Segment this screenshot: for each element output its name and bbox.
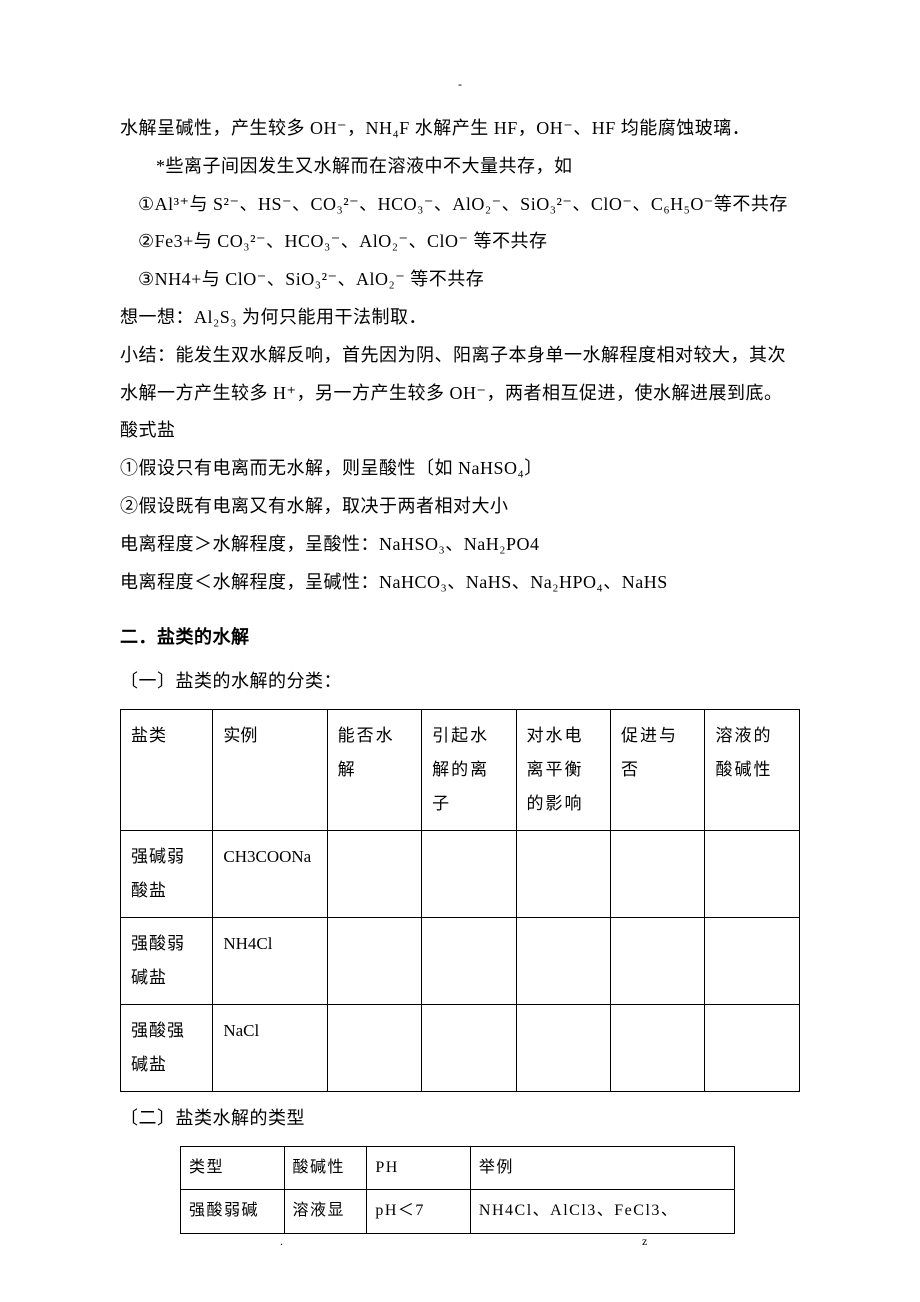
table-row: 强酸强碱盐 NaCl	[121, 1004, 800, 1091]
table-cell: NaCl	[213, 1004, 327, 1091]
table-cell	[705, 1004, 800, 1091]
table-row: 强碱弱酸盐 CH3COONa	[121, 830, 800, 917]
top-dash-mark: -	[458, 72, 462, 97]
table-header: 对水电离平衡的影响	[516, 709, 610, 830]
table-cell	[611, 830, 705, 917]
table-cell	[516, 1004, 610, 1091]
table-cell: 强酸弱碱盐	[121, 917, 213, 1004]
paragraph-5: ③NH4+与 ClO⁻、SiO₃²⁻、AlO₂⁻ 等不共存	[120, 261, 800, 299]
table-header: 促进与否	[611, 709, 705, 830]
table-cell	[422, 830, 516, 917]
section-2-sub-1: 〔一〕盐类的水解的分类：	[120, 663, 800, 701]
table-header: 类型	[181, 1146, 285, 1189]
paragraph-12: 电离程度＜水解程度，呈碱性：NaHCO₃、NaHS、Na₂HPO₄、NaHS	[120, 564, 800, 602]
table-cell: NH4Cl	[213, 917, 327, 1004]
paragraph-8: 酸式盐	[120, 412, 800, 450]
table-cell: 强酸弱碱	[181, 1190, 285, 1233]
table-cell	[705, 917, 800, 1004]
section-2-sub-2: 〔二〕盐类水解的类型	[120, 1100, 800, 1138]
table-cell	[611, 917, 705, 1004]
paragraph-10: ②假设既有电离又有水解，取决于两者相对大小	[120, 488, 800, 526]
table-cell	[422, 917, 516, 1004]
paragraph-1: 水解呈碱性，产生较多 OH⁻，NH₄F 水解产生 HF，OH⁻、HF 均能腐蚀玻…	[120, 110, 800, 148]
table-header: 举例	[470, 1146, 734, 1189]
table-cell: 强碱弱酸盐	[121, 830, 213, 917]
table-cell: CH3COONa	[213, 830, 327, 917]
table-header: 酸碱性	[284, 1146, 367, 1189]
table-cell: 强酸强碱盐	[121, 1004, 213, 1091]
table-cell	[422, 1004, 516, 1091]
paragraph-3: ①Al³⁺与 S²⁻、HS⁻、CO₃²⁻、HCO₃⁻、AlO₂⁻、SiO₃²⁻、…	[120, 186, 800, 224]
table-cell	[516, 830, 610, 917]
section-2-title: 二．盐类的水解	[120, 619, 800, 657]
table-cell	[327, 917, 421, 1004]
table-cell	[327, 830, 421, 917]
table-header-row: 类型 酸碱性 PH 举例	[181, 1146, 735, 1189]
table-cell: 溶液显	[284, 1190, 367, 1233]
table-cell: NH4Cl、AlCl3、FeCl3、	[470, 1190, 734, 1233]
hydrolysis-classification-table: 盐类 实例 能否水解 引起水解的离子 对水电离平衡的影响 促进与否 溶液的酸碱性…	[120, 709, 800, 1092]
paragraph-6: 想一想：Al₂S₃ 为何只能用干法制取．	[120, 299, 800, 337]
table-header-row: 盐类 实例 能否水解 引起水解的离子 对水电离平衡的影响 促进与否 溶液的酸碱性	[121, 709, 800, 830]
table-row: 强酸弱碱盐 NH4Cl	[121, 917, 800, 1004]
table-cell	[516, 917, 610, 1004]
table-header: PH	[367, 1146, 471, 1189]
table-header: 实例	[213, 709, 327, 830]
paragraph-4: ②Fe3+与 CO₃²⁻、HCO₃⁻、AlO₂⁻、ClO⁻ 等不共存	[120, 223, 800, 261]
paragraph-2: *些离子间因发生又水解而在溶液中不大量共存，如	[120, 148, 800, 186]
table-cell	[327, 1004, 421, 1091]
table-cell	[705, 830, 800, 917]
bottom-z-mark: z	[642, 1229, 647, 1254]
table-cell: pH＜7	[367, 1190, 471, 1233]
paragraph-11: 电离程度＞水解程度，呈酸性：NaHSO₃、NaH₂PO4	[120, 526, 800, 564]
table-header: 盐类	[121, 709, 213, 830]
table-header: 能否水解	[327, 709, 421, 830]
table-cell	[611, 1004, 705, 1091]
table-header: 溶液的酸碱性	[705, 709, 800, 830]
table-row: 强酸弱碱 溶液显 pH＜7 NH4Cl、AlCl3、FeCl3、	[181, 1190, 735, 1233]
hydrolysis-type-table: 类型 酸碱性 PH 举例 强酸弱碱 溶液显 pH＜7 NH4Cl、AlCl3、F…	[180, 1146, 735, 1234]
table-header: 引起水解的离子	[422, 709, 516, 830]
paragraph-9: ①假设只有电离而无水解，则呈酸性〔如 NaHSO₄〕	[120, 450, 800, 488]
bottom-dot-mark: .	[280, 1229, 283, 1254]
paragraph-7: 小结：能发生双水解反响，首先因为阴、阳离子本身单一水解程度相对较大，其次水解一方…	[120, 337, 800, 413]
document-body: 水解呈碱性，产生较多 OH⁻，NH₄F 水解产生 HF，OH⁻、HF 均能腐蚀玻…	[120, 110, 800, 1234]
